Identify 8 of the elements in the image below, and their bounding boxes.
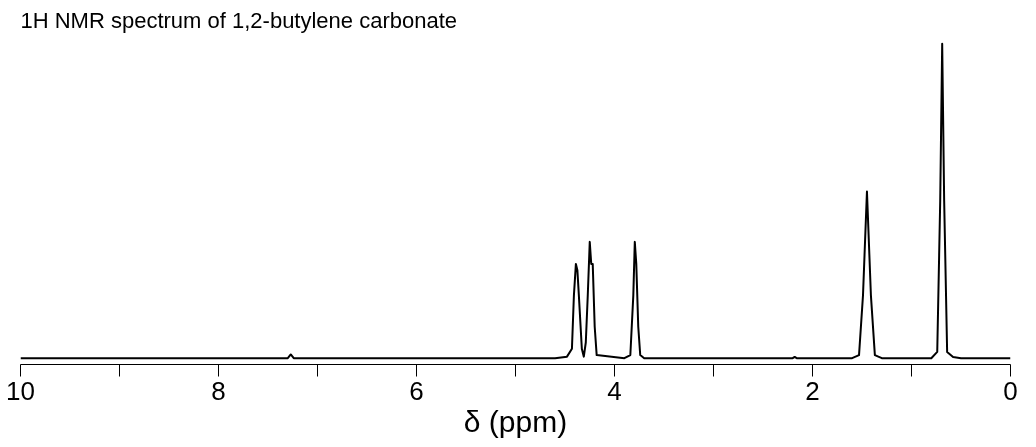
chart-title: 1H NMR spectrum of 1,2-butylene carbonate [20,7,458,33]
x-tick-label: 6 [409,375,424,406]
x-tick-label: 10 [6,375,35,406]
x-axis-title: δ (ppm) [463,404,568,438]
x-tick-label: 2 [805,375,820,406]
x-tick-label: 0 [1003,375,1018,406]
x-tick-label: 4 [607,375,622,406]
x-tick-label: 8 [211,375,226,406]
